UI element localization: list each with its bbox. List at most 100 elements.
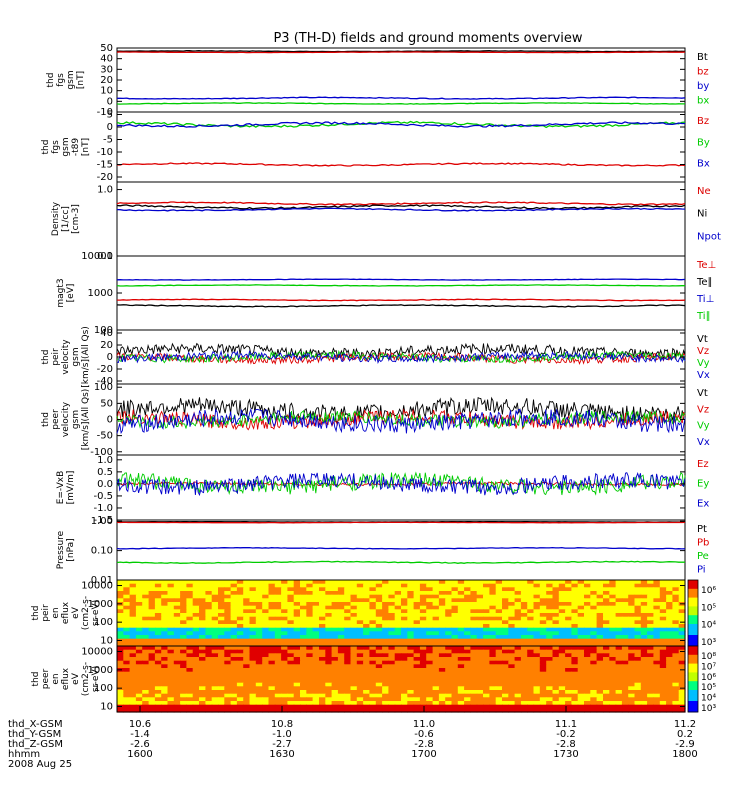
spec-cell xyxy=(634,649,642,654)
spec-cell xyxy=(565,638,572,643)
spec-cell xyxy=(274,631,282,636)
spec-cell xyxy=(621,668,629,673)
spec-cell xyxy=(344,668,352,673)
spec-cell xyxy=(609,594,617,599)
spec-cell xyxy=(621,594,629,599)
spec-cell xyxy=(457,613,465,618)
spec-cell xyxy=(123,631,131,636)
spec-cell xyxy=(419,708,427,713)
spec-cell xyxy=(192,649,200,654)
spec-cell xyxy=(527,602,535,607)
spec-cell xyxy=(249,690,257,695)
spec-cell xyxy=(230,580,238,585)
spec-cell xyxy=(438,671,446,676)
spec-cell xyxy=(249,671,257,676)
spec-cell xyxy=(281,638,288,643)
spec-cell xyxy=(659,631,667,636)
spec-cell xyxy=(148,609,156,614)
spec-cell xyxy=(565,682,572,687)
y-tick-label: -10 xyxy=(97,107,113,118)
spec-cell xyxy=(483,664,490,669)
spec-cell xyxy=(331,613,339,618)
spec-cell xyxy=(653,624,661,629)
spec-cell xyxy=(255,701,263,706)
spec-cell xyxy=(117,708,124,713)
spec-cell xyxy=(287,668,295,673)
spec-cell xyxy=(161,605,169,610)
spec-cell xyxy=(577,587,585,592)
spec-cell xyxy=(464,657,471,662)
spec-cell xyxy=(274,594,282,599)
spec-cell xyxy=(117,646,124,651)
spec-cell xyxy=(577,616,585,621)
spec-cell xyxy=(470,609,478,614)
legend-Vt: Vt xyxy=(697,334,708,345)
spec-cell xyxy=(533,587,541,592)
spec-cell xyxy=(653,602,661,607)
spec-cell xyxy=(565,671,572,676)
spec-cell xyxy=(666,642,673,647)
spec-cell xyxy=(640,708,648,713)
spec-cell xyxy=(514,649,522,654)
spec-cell xyxy=(666,697,673,702)
spec-cell xyxy=(432,668,440,673)
spec-cell xyxy=(451,657,459,662)
spec-cell xyxy=(211,664,219,669)
spec-cell xyxy=(142,580,150,585)
spec-cell xyxy=(268,660,276,665)
spec-cell xyxy=(211,609,219,614)
spec-cell xyxy=(590,697,598,702)
spec-cell xyxy=(584,613,591,618)
spec-cell xyxy=(382,704,389,709)
spec-cell xyxy=(552,693,560,698)
spec-cell xyxy=(401,602,408,607)
spec-cell xyxy=(419,690,427,695)
colorbar-seg xyxy=(688,648,698,651)
spec-cell xyxy=(527,693,535,698)
spec-cell xyxy=(173,598,181,603)
spec-cell xyxy=(678,664,686,669)
spec-cell xyxy=(388,591,396,596)
spec-cell xyxy=(413,598,421,603)
spec-cell xyxy=(419,679,427,684)
spec-cell xyxy=(533,635,541,640)
spec-cell xyxy=(161,594,169,599)
spec-cell xyxy=(508,594,516,599)
spec-cell xyxy=(609,620,617,625)
spec-cell xyxy=(470,602,478,607)
spec-cell xyxy=(337,627,345,632)
colorbar-seg xyxy=(688,621,698,625)
spec-cell xyxy=(319,653,326,658)
spec-cell xyxy=(388,613,396,618)
spec-cell xyxy=(117,642,124,647)
spec-cell xyxy=(129,627,137,632)
spec-cell xyxy=(438,704,446,709)
spec-cell xyxy=(546,671,554,676)
spec-cell xyxy=(281,668,288,673)
spec-cell xyxy=(205,620,213,625)
spec-cell xyxy=(369,613,377,618)
spec-cell xyxy=(520,583,528,588)
spec-cell xyxy=(142,686,150,691)
spec-cell xyxy=(135,697,143,702)
y-tick-label: -0.5 xyxy=(93,491,113,502)
spec-cell xyxy=(659,690,667,695)
spec-cell xyxy=(615,591,623,596)
spec-cell xyxy=(647,660,654,665)
spec-cell xyxy=(634,638,642,643)
spec-cell xyxy=(432,646,440,651)
spec-cell xyxy=(659,693,667,698)
spec-cell xyxy=(236,609,244,614)
spec-cell xyxy=(300,635,307,640)
spec-cell xyxy=(161,583,169,588)
spec-cell xyxy=(558,686,566,691)
spec-cell xyxy=(615,708,623,713)
spec-cell xyxy=(609,642,617,647)
spec-cell xyxy=(451,624,459,629)
spec-cell xyxy=(135,616,143,621)
spec-cell xyxy=(565,690,572,695)
spec-cell xyxy=(621,598,629,603)
spec-cell xyxy=(319,591,326,596)
spec-cell xyxy=(584,653,591,658)
spec-cell xyxy=(590,598,598,603)
